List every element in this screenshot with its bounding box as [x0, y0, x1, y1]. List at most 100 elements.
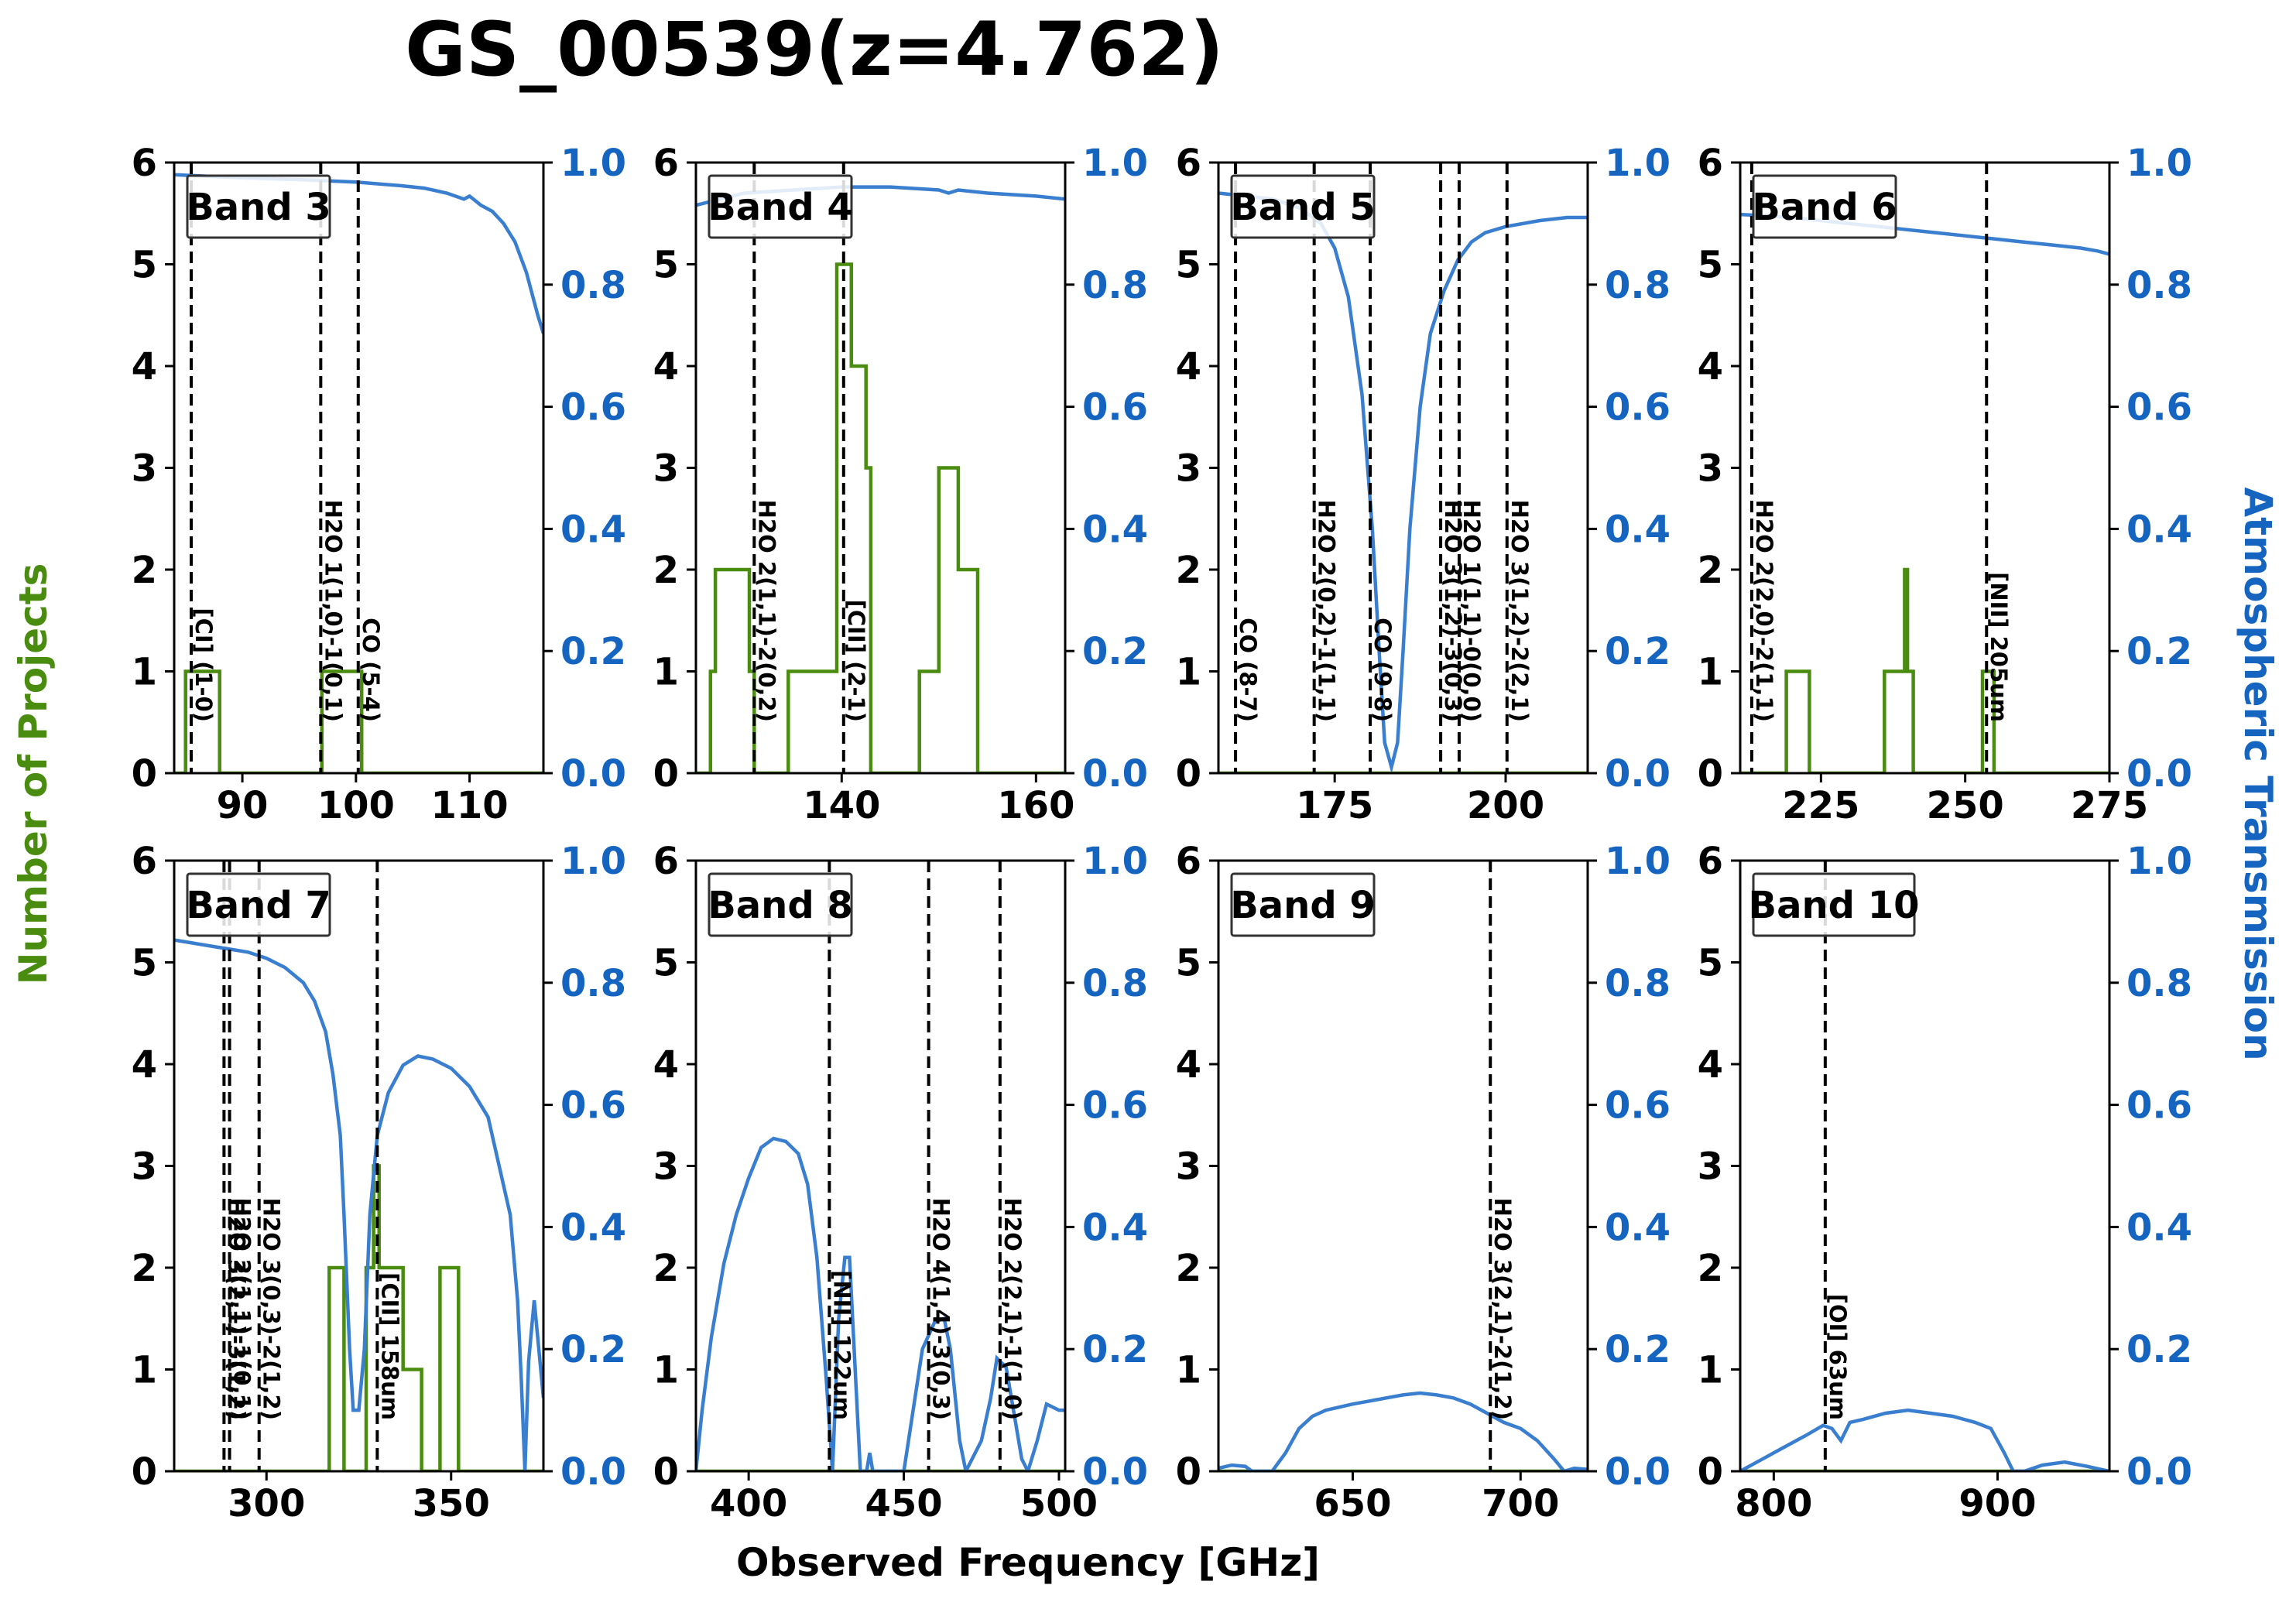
projects-histogram: [1740, 567, 2109, 773]
y-tick-label: 4: [1698, 345, 1723, 389]
band-legend-label: Band 5: [1230, 186, 1376, 229]
y-tick-label: 2: [132, 549, 157, 592]
y2-tick-label: 0.2: [1605, 630, 1671, 673]
y-tick-label: 2: [653, 1247, 679, 1290]
y-tick-label: 1: [132, 651, 157, 694]
panel-band-9: H2O 3(2,1)-2(1,2) 0 1 2 3 4 5 6 0.0 0.2 0.4 0.6 0.8 1…: [1176, 840, 1671, 1525]
y-tick-label: 3: [1176, 447, 1201, 491]
y2-tick-label: 0.0: [1605, 1450, 1671, 1494]
y-tick-label: 3: [1698, 447, 1723, 491]
axes-frame: [1739, 161, 2111, 775]
y-tick-label: 6: [132, 840, 157, 883]
x-tick-label: 350: [413, 1482, 490, 1525]
line-label: H2O 2(0,2)-1(1,1): [1314, 500, 1340, 722]
y2-tick-label: 0.8: [560, 962, 626, 1005]
y-tick-label: 0: [132, 752, 157, 796]
band-legend-box: [708, 872, 853, 937]
y2-tick-label: 0.4: [1605, 508, 1671, 551]
band-legend-box: [1752, 174, 1897, 239]
y2-tick-label: 0.8: [1082, 962, 1148, 1005]
y-tick-label: 0: [1698, 752, 1723, 796]
y-tick-label: 6: [1176, 840, 1201, 883]
y2-tick-label: 1.0: [560, 142, 626, 185]
line-label: H2O 3(1,2)-3(0,3): [1440, 500, 1466, 722]
y2-tick-label: 1.0: [2126, 142, 2192, 185]
y2-tick-label: 0.0: [1082, 752, 1148, 796]
y2-tick-label: 0.6: [1082, 386, 1148, 430]
y2-tick-label: 0.4: [560, 1206, 626, 1249]
y-tick-label: 0: [1698, 1450, 1723, 1494]
y2-tick-label: 0.8: [1605, 264, 1671, 307]
y-tick-label: 2: [1698, 549, 1723, 592]
band-legend-box: [186, 872, 331, 937]
y-tick-label: 6: [1698, 142, 1723, 185]
line-label: [NII] 205um: [1986, 572, 2012, 722]
y2-tick-label: 1.0: [1082, 142, 1148, 185]
y-tick-label: 4: [653, 345, 679, 389]
y2-tick-label: 1.0: [2126, 840, 2192, 883]
y2-tick-label: 0.8: [1605, 962, 1671, 1005]
y-tick-label: 6: [132, 142, 157, 185]
x-tick-label: 160: [997, 784, 1074, 827]
panel-band-4: H2O 2(1,1)-2(0,2) [CII] (2-1) 0 1 2 3 4 5 6 0.0 0.…: [653, 142, 1148, 827]
y-tick-label: 2: [132, 1247, 157, 1290]
line-label: H2O 2(1,1)-2(0,2): [753, 500, 780, 722]
y-tick-label: 5: [132, 244, 157, 287]
y2-tick-label: 0.2: [2126, 1328, 2192, 1371]
y-tick-label: 1: [1176, 1349, 1201, 1392]
band-legend-label: Band 6: [1752, 186, 1897, 229]
y2-tick-label: 0.0: [1605, 752, 1671, 796]
line-label: H2O 3(2,1)-3(1,2): [223, 1198, 249, 1420]
y2-tick-label: 1.0: [1605, 142, 1671, 185]
x-axis-label: Observed Frequency [GHz]: [736, 1540, 1320, 1585]
y2-tick-label: 0.8: [560, 264, 626, 307]
line-label: H2O 2(2,0)-2(1,1): [1751, 500, 1777, 722]
y-tick-label: 0: [1176, 1450, 1201, 1494]
x-tick-label: 900: [1958, 1482, 2036, 1525]
transmission-line: [696, 1136, 1065, 1471]
x-tick-label: 300: [228, 1482, 305, 1525]
y2-tick-label: 0.0: [1082, 1450, 1148, 1494]
line-label: CO (5-4): [358, 618, 384, 722]
y-tick-label: 6: [653, 840, 679, 883]
y2-tick-label: 1.0: [1082, 840, 1148, 883]
x-tick-label: 100: [317, 784, 395, 827]
band-legend: Band 9: [1230, 872, 1376, 937]
x-tick-label: 400: [710, 1482, 787, 1525]
y-tick-label: 5: [1698, 942, 1723, 985]
x-tick-label: 700: [1482, 1482, 1559, 1525]
y-tick-label: 4: [1176, 345, 1201, 389]
band-legend-label: Band 4: [708, 186, 853, 229]
line-label: CO (9-8): [1369, 618, 1396, 722]
y-tick-label: 3: [132, 1145, 157, 1189]
transmission-line: [1218, 1391, 1588, 1471]
y2-tick-label: 0.6: [1082, 1084, 1148, 1128]
projects-histogram: [174, 1164, 543, 1471]
panel-band-7: H2O 3(2,1)-3(1,2)H2O 2(1,1)-1(0,1) H2O 3(…: [132, 840, 626, 1525]
band-legend: Band 10: [1748, 872, 1920, 937]
y2-tick-label: 0.2: [2126, 630, 2192, 673]
y-tick-label: 2: [653, 549, 679, 592]
y2-tick-label: 0.4: [1082, 1206, 1148, 1249]
projects-histogram: [174, 669, 543, 773]
y2-tick-label: 0.0: [2126, 752, 2192, 796]
y-tick-label: 0: [653, 752, 679, 796]
y-tick-label: 3: [653, 447, 679, 491]
axes-frame: [694, 161, 1067, 775]
y2-tick-label: 0.0: [560, 1450, 626, 1494]
line-label: [NII] 122um: [828, 1270, 855, 1420]
band-legend: Band 4: [708, 174, 853, 239]
y-tick-label: 3: [1176, 1145, 1201, 1189]
y2-tick-label: 0.2: [560, 630, 626, 673]
x-tick-label: 450: [865, 1482, 942, 1525]
left-axis-label: Number of Projects: [11, 563, 56, 985]
y2-tick-label: 1.0: [560, 840, 626, 883]
line-label: H2O 2(1,1)-1(0,1): [229, 1198, 255, 1420]
y-tick-label: 2: [1176, 1247, 1201, 1290]
band-legend-box: [708, 174, 853, 239]
y2-tick-label: 0.2: [1082, 1328, 1148, 1371]
panel-band-10: [OI] 63um 0 1 2 3 4 5 6 0.0 0.2 0.4 0.6 0.8 1.0 800 900…: [1698, 840, 2192, 1525]
band-legend-label: Band 7: [186, 884, 331, 927]
y2-tick-label: 0.2: [1605, 1328, 1671, 1371]
band-legend: Band 8: [708, 872, 853, 937]
